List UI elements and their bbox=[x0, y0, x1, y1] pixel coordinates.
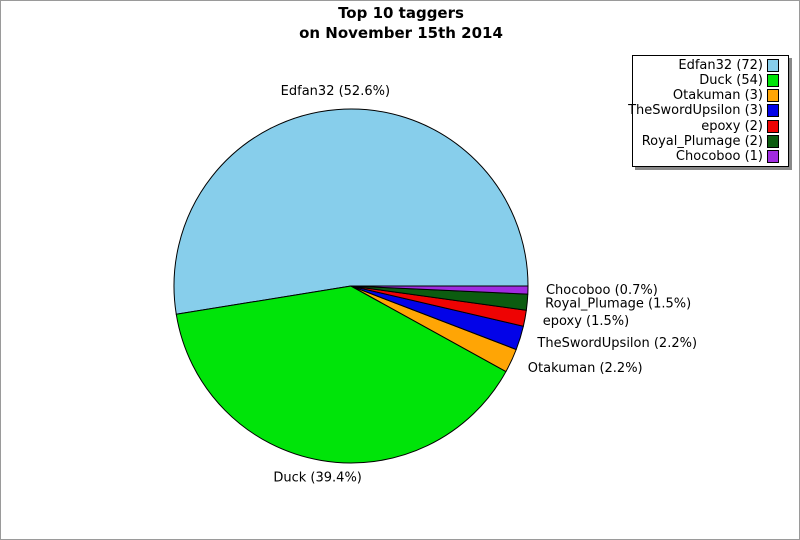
legend-item-otakuman: Otakuman (3) bbox=[633, 88, 788, 103]
slice-label-chocoboo: Chocoboo (0.7%) bbox=[546, 283, 658, 298]
legend-color-swatch bbox=[767, 89, 779, 103]
chart-title-line2: on November 15th 2014 bbox=[299, 24, 503, 42]
legend: Edfan32 (72) Duck (54) Otakuman (3) TheSwor… bbox=[628, 55, 789, 167]
legend-label: TheSwordUpsilon (3) bbox=[628, 103, 763, 119]
legend-item-edfan32: Edfan32 (72) bbox=[633, 58, 788, 73]
slice-label-royal_plumage: Royal_Plumage (1.5%) bbox=[545, 296, 691, 311]
slice-label-duck: Duck (39.4%) bbox=[273, 471, 362, 486]
legend-color-swatch bbox=[767, 149, 779, 163]
legend-item-theswordupsilon: TheSwordUpsilon (3) bbox=[628, 103, 788, 118]
legend-label: Otakuman (3) bbox=[672, 88, 763, 104]
legend-item-royal_plumage: Royal_Plumage (2) bbox=[633, 134, 788, 149]
legend-label: epoxy (2) bbox=[701, 118, 763, 134]
pie-slice-duck bbox=[175, 285, 507, 464]
legend-label: Edfan32 (72) bbox=[678, 58, 763, 74]
chart-title: Top 10 taggers on November 15th 2014 bbox=[1, 3, 799, 43]
legend-color-swatch bbox=[767, 59, 779, 73]
legend-item-duck: Duck (54) bbox=[633, 73, 788, 88]
legend-color-swatch bbox=[767, 134, 779, 148]
legend-label: Royal_Plumage (2) bbox=[641, 133, 763, 149]
pie-slice-edfan32 bbox=[173, 108, 529, 315]
slice-label-theswordupsilon: TheSwordUpsilon (2.2%) bbox=[536, 336, 697, 351]
legend-label: Chocoboo (1) bbox=[675, 148, 763, 164]
legend-color-swatch bbox=[767, 119, 779, 133]
legend-color-swatch bbox=[767, 74, 779, 88]
legend-item-epoxy: epoxy (2) bbox=[633, 119, 788, 134]
slice-label-epoxy: epoxy (1.5%) bbox=[543, 314, 630, 329]
legend-item-chocoboo: Chocoboo (1) bbox=[633, 149, 788, 164]
pie-slice-chocoboo bbox=[350, 285, 529, 295]
chart-title-line1: Top 10 taggers bbox=[338, 4, 464, 22]
legend-label: Duck (54) bbox=[699, 73, 763, 89]
slice-label-edfan32: Edfan32 (52.6%) bbox=[281, 84, 390, 99]
legend-color-swatch bbox=[767, 104, 779, 118]
slice-label-otakuman: Otakuman (2.2%) bbox=[528, 361, 643, 376]
